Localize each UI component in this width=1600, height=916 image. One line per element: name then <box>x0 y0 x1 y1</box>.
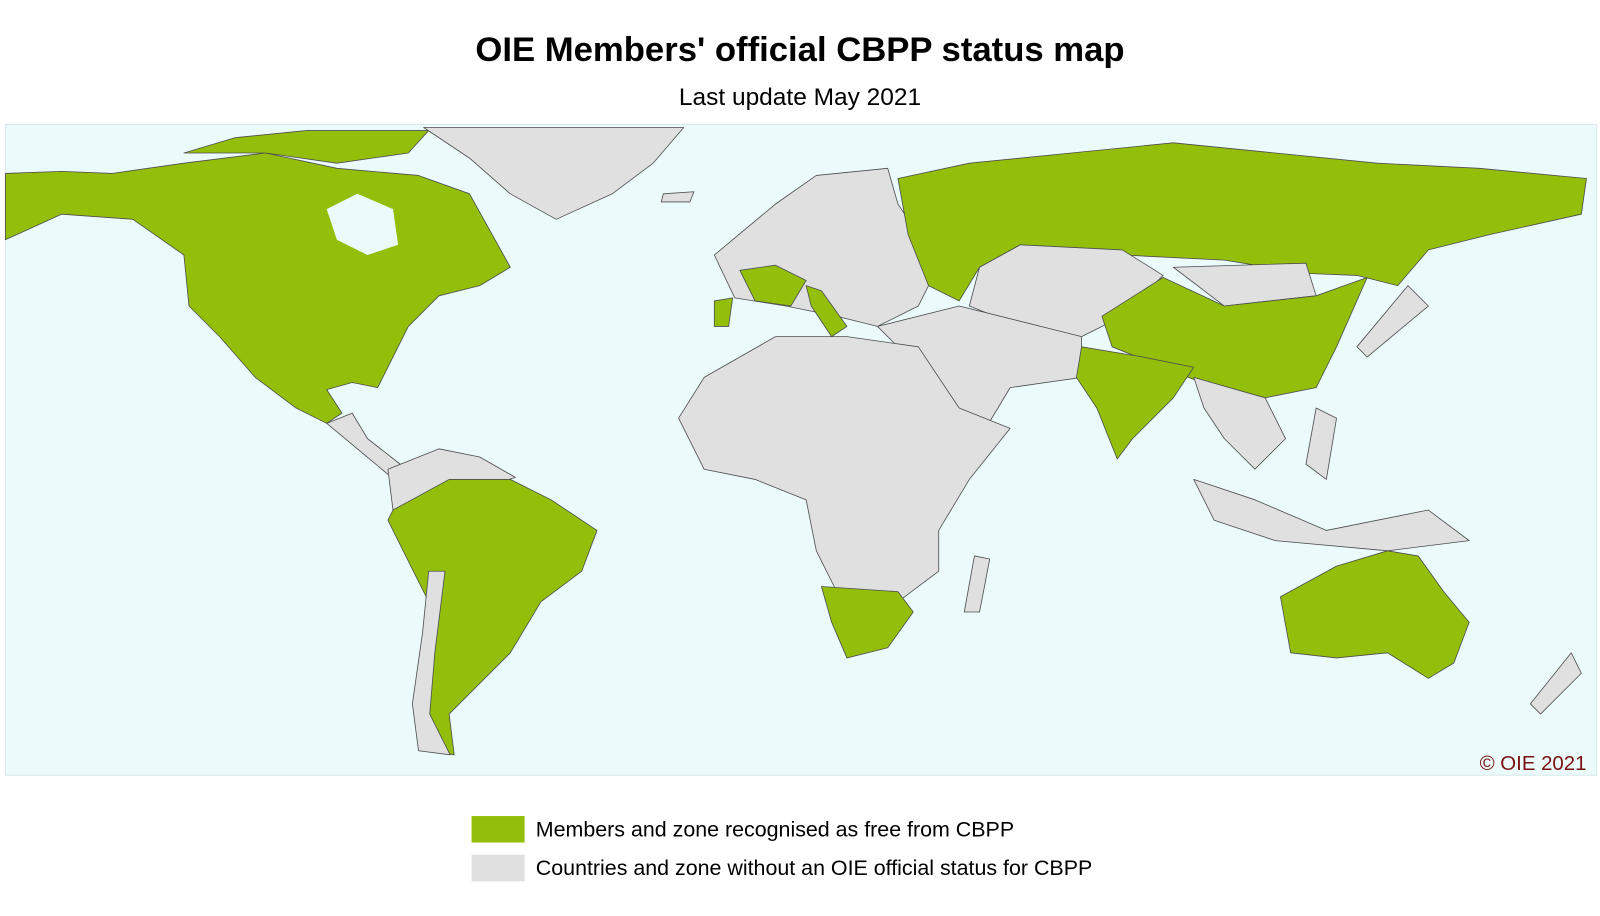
country-region <box>660 191 695 203</box>
country-region <box>183 130 430 164</box>
country-region <box>1356 285 1429 358</box>
country-region <box>821 586 914 659</box>
water-body <box>326 193 399 256</box>
legend-label: Countries and zone without an OIE offici… <box>536 856 1092 880</box>
legend-swatch <box>471 854 525 882</box>
legend-swatch <box>471 816 525 843</box>
legend-label: Members and zone recognised as free from… <box>536 817 1014 841</box>
country-region <box>1193 377 1286 470</box>
map-subtitle: Last update May 2021 <box>679 84 921 111</box>
country-region <box>713 297 734 327</box>
country-region <box>1193 479 1470 552</box>
country-region <box>897 142 1587 302</box>
map-copyright: © OIE 2021 <box>1480 753 1587 775</box>
map-countries <box>4 127 1587 756</box>
country-region <box>423 127 685 220</box>
country-region <box>963 555 991 613</box>
map-title: OIE Members' official CBPP status map <box>475 31 1124 69</box>
country-region <box>1305 407 1337 480</box>
country-region <box>739 264 807 307</box>
country-region <box>387 479 598 756</box>
country-region <box>411 570 451 756</box>
country-region <box>1529 652 1582 715</box>
country-region <box>1280 550 1470 679</box>
country-region <box>678 336 1011 603</box>
country-region <box>805 285 848 338</box>
country-region <box>1076 346 1195 460</box>
